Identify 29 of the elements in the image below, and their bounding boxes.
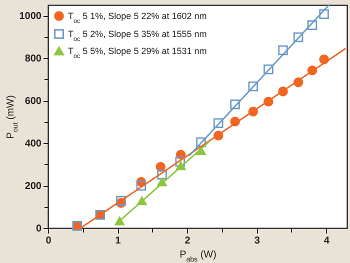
point — [136, 180, 146, 191]
point — [319, 9, 329, 20]
point — [157, 170, 167, 180]
y-tick-label: 400 — [24, 138, 42, 150]
y-tick-label: 0 — [36, 224, 42, 234]
point — [196, 137, 206, 148]
x-tick-label: 2 — [184, 236, 191, 246]
x-tick-label: 0 — [46, 236, 52, 246]
point — [116, 196, 126, 206]
point — [293, 32, 304, 42]
point — [156, 162, 166, 172]
point — [307, 20, 318, 30]
point — [230, 100, 240, 110]
legend-label: T$_{oc}$ 5 1%, Slope 5 22% at 1602 nm — [68, 11, 207, 24]
legend-label: T$_{oc}$ 5 2%, Slope 5 35% at 1555 nm — [68, 29, 207, 42]
y-tick-label: 600 — [24, 96, 42, 108]
y-tick-label: 800 — [24, 54, 42, 65]
x-tick-label: 3 — [254, 236, 260, 246]
y-tick-label: 1000 — [19, 11, 42, 22]
y-tick-label: 200 — [24, 181, 42, 192]
x-axis-title: P$_{abs}$ (W) — [180, 250, 216, 263]
x-tick-label: 1 — [115, 236, 122, 246]
x-tick-label: 4 — [324, 236, 330, 246]
point — [175, 156, 185, 167]
point — [264, 64, 274, 74]
legend-label: T$_{oc}$ 5 5%, Slope 5 29% at 1531 nm — [68, 46, 207, 60]
point — [248, 81, 258, 92]
point — [278, 45, 288, 56]
point — [213, 118, 224, 128]
